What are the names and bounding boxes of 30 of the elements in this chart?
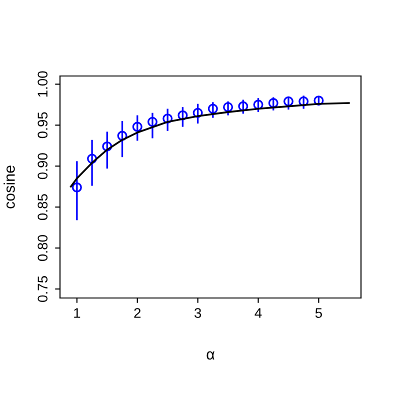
- point: [162, 114, 173, 124]
- x-axis-title: α: [206, 351, 214, 360]
- point: [87, 154, 98, 164]
- point: [132, 122, 142, 132]
- y-tick-label: 1.00: [38, 71, 48, 97]
- y-tick-label: 0.75: [38, 276, 48, 302]
- point: [117, 130, 128, 141]
- point: [192, 108, 203, 118]
- x-tick-label: 2: [134, 308, 141, 318]
- x-tick-label: 1: [74, 308, 80, 318]
- point: [72, 182, 82, 192]
- point: [253, 100, 264, 110]
- point: [102, 141, 112, 152]
- point: [283, 96, 294, 106]
- y-tick-label: 0.80: [38, 235, 48, 261]
- y-axis-title: cosine: [4, 166, 15, 208]
- point: [147, 116, 158, 127]
- point: [268, 98, 278, 108]
- y-tick-label: 0.95: [38, 112, 48, 138]
- y-tick-label: 0.85: [38, 194, 48, 220]
- point: [178, 110, 188, 120]
- point: [223, 102, 234, 112]
- point: [238, 101, 248, 112]
- x-tick-label: 4: [254, 308, 262, 318]
- point: [298, 96, 309, 106]
- point: [314, 96, 324, 106]
- x-tick-label: 5: [315, 308, 322, 318]
- point: [208, 104, 218, 114]
- y-tick-label: 0.90: [38, 153, 48, 180]
- x-tick-label: 3: [194, 308, 202, 318]
